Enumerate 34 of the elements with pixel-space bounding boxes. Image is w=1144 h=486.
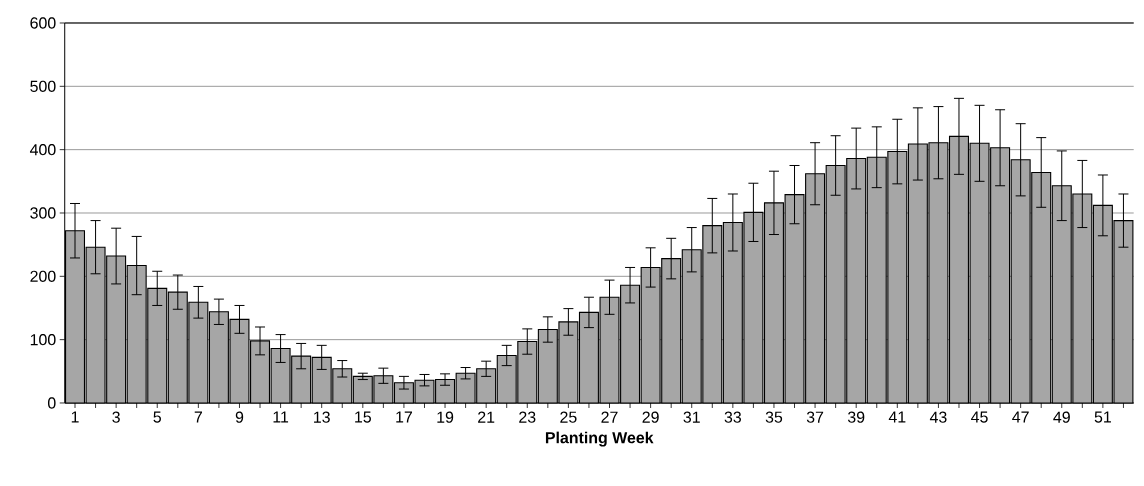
x-tick-label: 41 [888, 411, 906, 423]
x-tick-label: 11 [273, 411, 289, 423]
x-tick-label: 15 [355, 411, 371, 423]
x-tick-label: 35 [765, 411, 783, 423]
x-tick-label: 1 [71, 411, 79, 423]
x-tick-label: 27 [601, 411, 618, 423]
x-tick-label: 17 [396, 411, 412, 423]
y-tick-label: 400 [29, 144, 56, 156]
y-tick-label: 300 [30, 207, 56, 219]
x-tick-label: 37 [806, 411, 824, 423]
y-tick-label: 200 [30, 270, 56, 282]
y-tick-label: 500 [30, 80, 56, 92]
x-axis-title: Planting Week [545, 431, 654, 447]
x-tick-label: 3 [112, 411, 120, 423]
x-tick-label: 19 [437, 411, 454, 423]
y-tick-label: 0 [47, 397, 56, 409]
x-tick-label: 51 [1094, 411, 1111, 423]
x-tick-label: 7 [194, 411, 202, 423]
x-tick-label: 13 [314, 411, 330, 423]
x-tick-label: 25 [560, 411, 577, 423]
y-tick-label: 100 [30, 334, 56, 346]
x-tick-label: 47 [1012, 411, 1029, 423]
x-tick-label: 49 [1053, 411, 1070, 423]
x-tick-label: 45 [971, 411, 988, 423]
x-tick-label: 5 [153, 411, 161, 423]
x-tick-label: 9 [235, 411, 244, 423]
x-tick-label: 33 [724, 411, 741, 423]
x-tick-label: 23 [519, 411, 536, 423]
x-tick-label: 43 [929, 411, 947, 423]
x-tick-label: 31 [683, 411, 700, 423]
y-tick-label: 600 [30, 17, 56, 29]
x-tick-label: 39 [847, 411, 865, 423]
x-tick-label: 29 [642, 411, 659, 423]
x-tick-label: 21 [478, 411, 495, 423]
